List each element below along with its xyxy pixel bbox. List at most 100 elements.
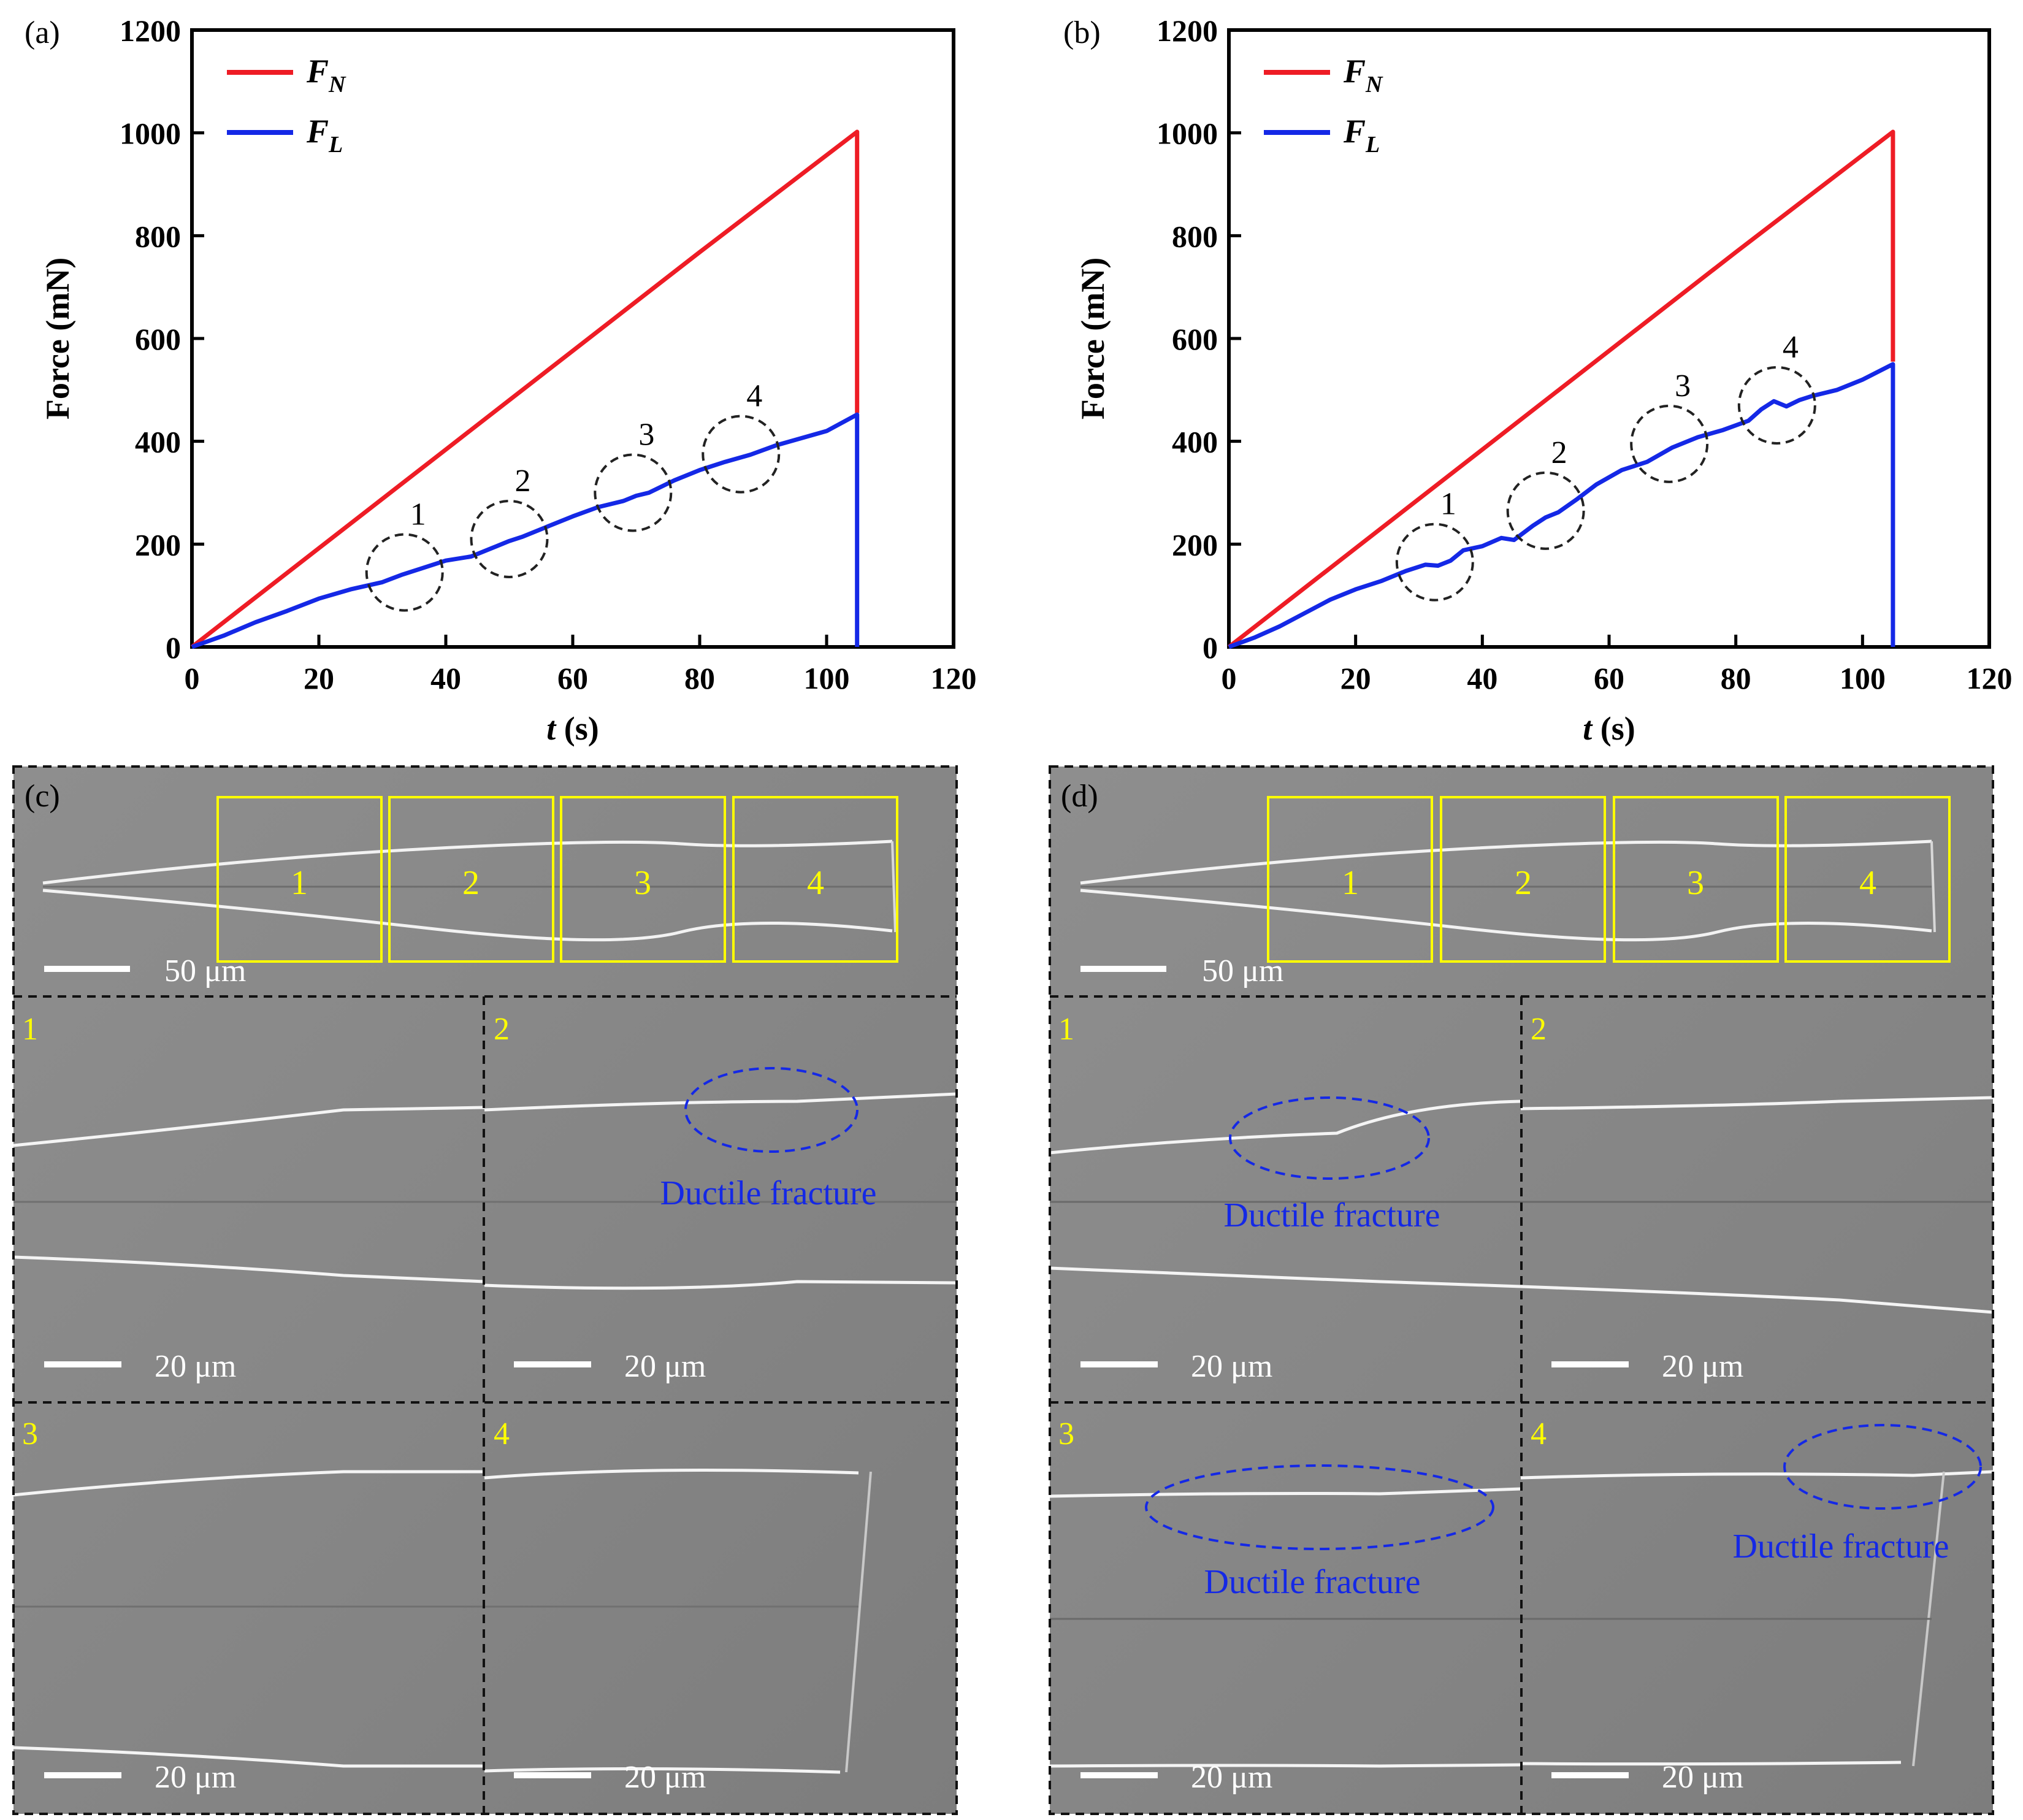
box-label-4-c: 4: [807, 864, 824, 902]
overview-box-labels-d: 1 2 3 4: [1342, 864, 1876, 902]
scratch-edge-bottom-c: [42, 889, 893, 942]
box-frame-1-d: [1267, 796, 1433, 963]
overview-box-labels-c: 1 2 3 4: [291, 864, 824, 902]
legend-label-fn-a-sub: N: [328, 72, 346, 98]
series-b-FN: [1227, 129, 1895, 649]
detail-number-4-d: 4: [1531, 1417, 1547, 1451]
annotation-label-b-2: 2: [1551, 435, 1567, 470]
ductile-ellipse-3-d: [1145, 1464, 1494, 1550]
sem-panel-d: 1 2 3 4 (d) 50 μm: [1049, 765, 1994, 1815]
annotation-label-a-3: 3: [638, 418, 654, 453]
detail-2-top-edge-d: [1520, 1096, 1994, 1111]
legend-a: FN FL: [227, 53, 346, 158]
annotation-circle-b-3: [1630, 404, 1709, 483]
detail-scale-labels-d: 20 μm 20 μm 20 μm 20 μm: [1191, 1349, 1743, 1795]
detail-3-top-edge-d: [1049, 1487, 1521, 1498]
detail-2-bottom-edge-c: [484, 1280, 957, 1290]
box-frame-2-c: [388, 796, 554, 963]
plot-frame-b: [1227, 28, 1991, 649]
box-label-2-c: 2: [462, 864, 480, 902]
scale-label-detail-4-c: 20 μm: [624, 1760, 706, 1795]
detail-number-1-c: 1: [22, 1012, 38, 1047]
scratch-edge-top-d: [1080, 839, 1932, 885]
x-axis-label-a: t (s): [546, 710, 599, 747]
detail-scalebars-c: [44, 1361, 591, 1778]
box-frame-3-d: [1613, 796, 1779, 963]
ductile-labels-d: Ductile fracture Ductile fracture Ductil…: [1204, 1196, 1949, 1601]
detail-1-top-edge-d: [1049, 1099, 1521, 1155]
x-tick-label-a-5: 100: [804, 661, 850, 695]
series-b-FL: [1228, 362, 1895, 649]
ductile-ellipse-4-d: [1783, 1424, 1982, 1510]
detail-scalebars-d: [1080, 1361, 1629, 1778]
y-tick-label-b-6: 1200: [1157, 13, 1218, 48]
grid-dividers-c: [12, 765, 958, 1815]
y-tick-label-a-4: 800: [135, 219, 181, 253]
annotation-circle-a-4: [702, 415, 781, 494]
detail-3-top-edge-c: [13, 1470, 484, 1497]
annotation-label-b-4: 4: [1783, 330, 1799, 365]
ductile-ellipses-d: [1145, 1096, 1982, 1550]
box-frame-4-c: [732, 796, 898, 963]
x-tick-label-b-6: 120: [1967, 661, 2013, 695]
box-frame-4-d: [1784, 796, 1951, 963]
box-label-2-d: 2: [1515, 864, 1532, 902]
detail-4-tip-c: [845, 1471, 872, 1773]
scratch-overview-d: [1080, 839, 1936, 942]
legend-label-fl-b: FL: [1343, 113, 1380, 158]
detail-centerlines-d: [1050, 1201, 1993, 1620]
annotation-label-b-1: 1: [1440, 487, 1456, 522]
y-tick-label-a-5: 1000: [120, 117, 181, 151]
detail-2-bottom-edge-d: [1520, 1285, 1994, 1314]
x-axis-ticks-a: 0 20 40 60 80 100 120: [185, 635, 977, 695]
detail-1-bottom-edge-c: [13, 1255, 485, 1283]
scale-label-detail-2-c: 20 μm: [624, 1349, 706, 1384]
annotation-label-a-4: 4: [746, 379, 762, 414]
detail-4-bottom-edge-d: [1520, 1761, 1902, 1766]
annotation-label-a-2: 2: [515, 464, 531, 499]
detail-numbers-c: 1 2 3 4: [22, 1012, 510, 1451]
y-axis-label-b: Force (mN): [1074, 258, 1111, 419]
box-label-3-c: 3: [634, 864, 651, 902]
legend-label-fn-b: FN: [1343, 53, 1383, 98]
scale-label-overview-d: 50 μm: [1202, 954, 1283, 988]
annotation-group-b: 1 2 3 4: [1395, 330, 1816, 602]
box-label-1-c: 1: [291, 864, 308, 902]
x-tick-label-a-4: 80: [684, 661, 715, 695]
y-tick-label-a-1: 200: [135, 527, 181, 562]
detail-numbers-d: 1 2 3 4: [1058, 1012, 1547, 1451]
series-group-b: [1227, 129, 1895, 649]
x-tick-label-b-0: 0: [1222, 661, 1237, 695]
x-tick-label-a-1: 20: [304, 661, 334, 695]
annotation-label-b-3: 3: [1675, 369, 1691, 403]
annotation-circle-a-3: [594, 453, 673, 532]
x-tick-label-a-2: 40: [430, 661, 461, 695]
legend-label-fl-a-sub: L: [328, 132, 343, 158]
detail-number-3-c: 3: [22, 1417, 38, 1451]
detail-scratches-d: [1049, 1096, 1994, 1768]
x-tick-label-b-4: 80: [1721, 661, 1751, 695]
y-tick-label-b-3: 600: [1172, 322, 1218, 356]
detail-1-bottom-edge-d: [1049, 1266, 1521, 1288]
x-tick-label-b-2: 40: [1467, 661, 1497, 695]
ductile-ellipse-2-c: [684, 1067, 859, 1153]
annotation-circle-b-1: [1395, 522, 1474, 602]
sem-panel-c: 1 2 3 4 (c) 50 μm: [12, 765, 958, 1815]
box-frame-2-d: [1440, 796, 1606, 963]
x-axis-label-b: t (s): [1583, 710, 1635, 747]
detail-4-top-edge-c: [484, 1469, 859, 1480]
detail-scratches-c: [13, 1092, 957, 1774]
scratch-tip-c: [891, 841, 897, 933]
legend-label-fl-b-sub: L: [1365, 132, 1380, 158]
panel-label-c: (c): [25, 779, 60, 814]
detail-centerlines-c: [13, 1201, 957, 1608]
panel-label-b: (b): [1063, 15, 1101, 50]
ductile-ellipse-1-d: [1229, 1096, 1430, 1180]
y-axis-ticks-b: 0 200 400 600 800 1000 1200: [1157, 13, 1241, 665]
legend-label-fn-a-main: F: [306, 53, 329, 90]
legend-b: FN FL: [1264, 53, 1383, 158]
y-tick-label-b-1: 200: [1172, 527, 1218, 562]
legend-label-fl-b-main: F: [1343, 113, 1366, 150]
